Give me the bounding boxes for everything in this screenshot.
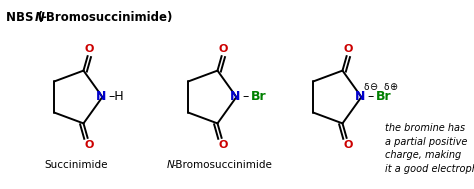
Text: -Bromosuccinimide): -Bromosuccinimide) bbox=[41, 11, 173, 24]
Text: the bromine has
a partial positive
charge, making
it a good electrophile: the bromine has a partial positive charg… bbox=[385, 123, 474, 174]
Text: δ: δ bbox=[383, 83, 389, 91]
Text: -Bromosuccinimide: -Bromosuccinimide bbox=[173, 160, 273, 170]
Text: NBS (: NBS ( bbox=[6, 11, 43, 24]
Text: O: O bbox=[344, 139, 353, 149]
Text: ⊕: ⊕ bbox=[390, 82, 398, 92]
Text: –: – bbox=[242, 91, 249, 104]
Text: N: N bbox=[355, 91, 365, 104]
Text: O: O bbox=[219, 44, 228, 54]
Text: O: O bbox=[219, 139, 228, 149]
Text: O: O bbox=[85, 44, 94, 54]
Text: –H: –H bbox=[109, 91, 124, 104]
Text: δ: δ bbox=[364, 83, 369, 91]
Text: –: – bbox=[367, 91, 374, 104]
Text: O: O bbox=[85, 139, 94, 149]
Text: N: N bbox=[35, 11, 45, 24]
Text: O: O bbox=[344, 44, 353, 54]
Text: Succinimide: Succinimide bbox=[44, 160, 108, 170]
Text: N: N bbox=[230, 91, 241, 104]
Text: ⊖: ⊖ bbox=[369, 82, 377, 92]
Text: N: N bbox=[167, 160, 175, 170]
Text: Br: Br bbox=[250, 91, 266, 104]
Text: N: N bbox=[96, 91, 107, 104]
Text: Br: Br bbox=[375, 91, 391, 104]
